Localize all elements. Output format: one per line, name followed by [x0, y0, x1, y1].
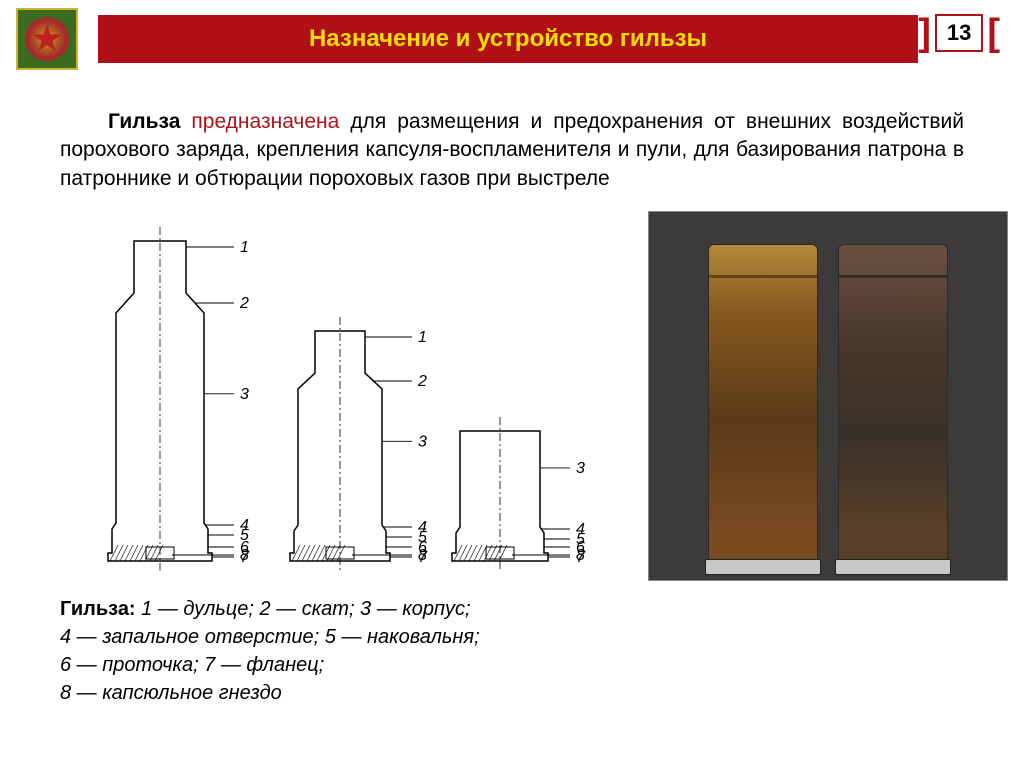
photo-block	[648, 211, 1008, 581]
svg-text:1: 1	[418, 329, 427, 346]
svg-text:3: 3	[240, 386, 249, 403]
casing-photo-steel	[838, 244, 948, 564]
page-number: 13	[935, 14, 983, 52]
figures-row: 1234567812345678345678	[60, 211, 964, 581]
emblem-star-icon	[25, 17, 69, 61]
bracket-left-icon: ]	[918, 14, 931, 52]
header: Назначение и устройство гильзы ] 13 [	[0, 0, 1024, 78]
diagram-block: 1234567812345678345678	[60, 211, 620, 581]
lead-highlight: предназначена	[180, 110, 339, 133]
legend-text: Гильза: 1 — дульце; 2 — скат; 3 — корпус…	[60, 595, 964, 707]
svg-text:2: 2	[417, 373, 427, 390]
svg-text:3: 3	[418, 433, 427, 450]
cartridge-case-diagram: 1234567812345678345678	[60, 211, 620, 581]
lead-word: Гильза	[108, 110, 180, 133]
description-paragraph: Гильза предназначена для размещения и пр…	[60, 108, 964, 193]
svg-text:1: 1	[240, 239, 249, 256]
casing-photo-brass	[708, 244, 818, 564]
content-area: Гильза предназначена для размещения и пр…	[0, 78, 1024, 717]
svg-text:3: 3	[576, 460, 585, 477]
svg-text:8: 8	[418, 547, 427, 564]
svg-text:8: 8	[240, 547, 249, 564]
svg-text:2: 2	[239, 295, 249, 312]
emblem-badge	[16, 8, 78, 70]
legend-heading: Гильза:	[60, 598, 136, 620]
svg-text:8: 8	[576, 547, 585, 564]
slide-title: Назначение и устройство гильзы	[98, 15, 918, 63]
diagram-canvas: 1234567812345678345678	[60, 211, 620, 581]
page-number-badge: ] 13 [	[918, 14, 1000, 52]
bracket-right-icon: [	[987, 14, 1000, 52]
